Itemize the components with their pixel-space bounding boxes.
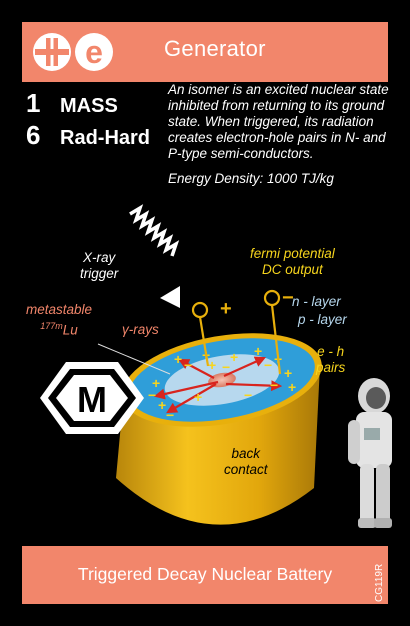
stat-mass-value: 1 bbox=[26, 88, 41, 118]
svg-text:+: + bbox=[174, 351, 182, 367]
n-layer-label: n - layer bbox=[292, 294, 341, 309]
eh-pair-markers: +− +− + − ++ +− +− ++ − + + − bbox=[148, 343, 296, 423]
isotope-symbol: Lu bbox=[62, 322, 78, 338]
stat-radhard: 6 Rad-Hard bbox=[26, 120, 150, 151]
description-text: An isomer is an excited nuclear state in… bbox=[168, 82, 389, 161]
logo-letter: e bbox=[85, 34, 103, 70]
metastable-text: metastable bbox=[26, 302, 93, 317]
eh-line2: pairs bbox=[316, 360, 346, 375]
plus-terminal-sign: + bbox=[220, 298, 232, 320]
card-title: Generator bbox=[164, 36, 266, 61]
type-m-hexagon-icon: M bbox=[40, 362, 144, 434]
isotope-label: 177mLu bbox=[26, 318, 92, 339]
card-code: CG119R bbox=[374, 564, 385, 602]
footer-title: Triggered Decay Nuclear Battery bbox=[77, 564, 333, 584]
p-layer-label: p - layer bbox=[298, 312, 347, 327]
svg-text:+: + bbox=[230, 349, 238, 365]
stat-mass-label: MASS bbox=[60, 95, 118, 117]
gamma-rays-label: γ-rays bbox=[122, 322, 159, 337]
energy-density: Energy Density: 1000 TJ/kg bbox=[168, 171, 334, 186]
svg-text:−: − bbox=[184, 357, 192, 373]
svg-text:+: + bbox=[158, 397, 166, 413]
fermi-line2: DC output bbox=[262, 262, 323, 277]
stat-radhard-value: 6 bbox=[26, 120, 41, 150]
svg-text:−: − bbox=[244, 387, 252, 403]
card-header: e Generator bbox=[22, 22, 388, 82]
svg-text:+: + bbox=[194, 389, 202, 405]
isotope-mass: 177m bbox=[40, 321, 63, 331]
stat-radhard-label: Rad-Hard bbox=[60, 127, 151, 149]
svg-text:+: + bbox=[208, 357, 216, 373]
fermi-line1: fermi potential bbox=[250, 246, 335, 261]
card-code-text: CG119R bbox=[374, 564, 385, 602]
svg-text:+: + bbox=[284, 365, 292, 381]
svg-text:+: + bbox=[152, 375, 160, 391]
back-contact-label: back contact bbox=[224, 446, 268, 478]
svg-text:−: − bbox=[222, 359, 230, 375]
fermi-output-label: fermi potential DC output bbox=[250, 246, 335, 278]
metastable-label: metastable 177mLu bbox=[26, 302, 92, 339]
xray-label-line1: X-ray bbox=[83, 250, 116, 265]
minus-terminal-sign: − bbox=[282, 287, 294, 309]
battery-diagram: +− +− + − ++ +− +− ++ − + + − + − bbox=[40, 204, 392, 528]
generator-logo-icon: e bbox=[33, 33, 113, 71]
svg-text:+: + bbox=[254, 343, 262, 359]
back-contact-line1: back bbox=[231, 446, 261, 461]
xray-wave-arrow-icon bbox=[129, 204, 180, 308]
stat-mass: 1 MASS bbox=[26, 88, 118, 119]
card-description: An isomer is an excited nuclear state in… bbox=[168, 82, 390, 187]
svg-text:+: + bbox=[288, 379, 296, 395]
svg-text:−: − bbox=[148, 387, 156, 403]
card: e Generator 1 MASS 6 Rad-Hard An isomer … bbox=[18, 18, 392, 608]
card-footer: Triggered Decay Nuclear Battery bbox=[22, 546, 388, 604]
type-badge-letter: M bbox=[77, 379, 107, 420]
eh-pairs-label: e - h pairs bbox=[316, 344, 345, 376]
svg-text:−: − bbox=[270, 377, 278, 393]
svg-text:−: − bbox=[264, 357, 272, 373]
eh-line1: e - h bbox=[317, 344, 345, 359]
astronaut-icon bbox=[348, 378, 392, 528]
back-contact-line2: contact bbox=[224, 462, 268, 477]
battery-cylinder bbox=[116, 333, 322, 525]
svg-text:−: − bbox=[166, 407, 174, 423]
xray-label-line2: trigger bbox=[80, 266, 119, 281]
contact-terminals bbox=[191, 289, 282, 375]
gamma-ray-arrows bbox=[153, 356, 283, 414]
xray-trigger-label: X-ray trigger bbox=[80, 250, 118, 282]
